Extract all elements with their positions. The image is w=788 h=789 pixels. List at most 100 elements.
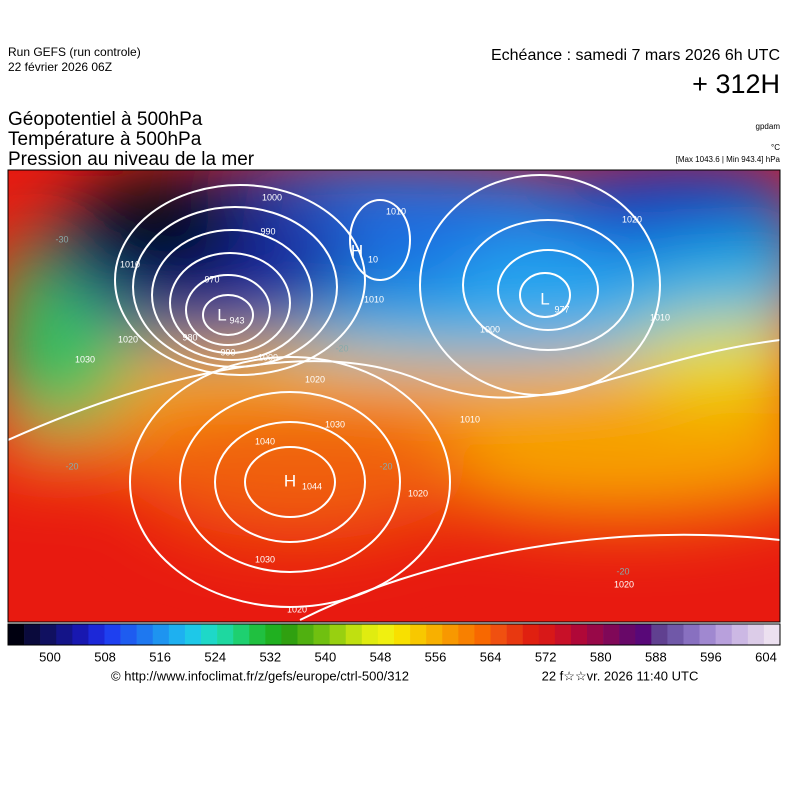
high-center: H <box>284 471 296 490</box>
unit: °C <box>771 143 780 152</box>
run-date: 22 février 2026 06Z <box>8 60 112 74</box>
colorbar-swatch <box>377 624 395 645</box>
colorbar-swatch <box>249 624 266 645</box>
colorbar-swatch <box>345 624 363 645</box>
colorbar-swatch <box>490 624 507 645</box>
colorbar-swatch <box>56 624 73 645</box>
isobar-label: 1030 <box>255 554 275 564</box>
isobar-label: 1010 <box>460 414 480 424</box>
colorbar-swatch <box>233 624 250 645</box>
colorbar-swatch <box>297 624 314 645</box>
isobar-label: 1020 <box>408 488 428 498</box>
colorbar-swatch <box>201 624 218 645</box>
colorbar-swatch <box>442 624 459 645</box>
title: Température à 500hPa <box>8 129 202 150</box>
colorbar-tick-label: 604 <box>755 649 777 664</box>
colorbar-swatch <box>619 624 636 645</box>
colorbar-swatch <box>184 624 202 645</box>
colorbar-swatch <box>747 624 765 645</box>
colorbar-swatch <box>410 624 427 645</box>
colorbar-tick-label: 516 <box>149 649 171 664</box>
colorbar-tick-label: 588 <box>645 649 667 664</box>
colorbar-swatch <box>426 624 443 645</box>
colorbar-swatch <box>538 624 556 645</box>
colorbar <box>7 623 781 646</box>
colorbar-tick-label: 564 <box>480 649 502 664</box>
title: Pression au niveau de la mer <box>8 149 255 170</box>
colorbar-swatch <box>281 624 298 645</box>
colorbar-swatch <box>136 624 154 645</box>
colorbar-swatch <box>651 624 668 645</box>
colorbar-swatch <box>120 624 137 645</box>
isobar-label: 1020 <box>305 374 325 384</box>
isobar-label: 970 <box>204 274 219 284</box>
isobar-label: 1030 <box>325 419 345 429</box>
colorbar-tick-label: 532 <box>259 649 281 664</box>
isobar-label: 1030 <box>75 354 95 364</box>
map-frame <box>7 169 781 623</box>
temperature-label: -30 <box>55 234 68 244</box>
colorbar-swatch <box>88 624 105 645</box>
colorbar-tick-label: 540 <box>315 649 337 664</box>
colorbar-tick-label: 596 <box>700 649 722 664</box>
colorbar-swatch <box>763 624 781 645</box>
isobar-label: 1020 <box>287 604 307 614</box>
colorbar-swatch <box>731 624 749 645</box>
isobar-label: 1000 <box>262 192 282 202</box>
isobar-label: 1010 <box>386 206 406 216</box>
isobar-label: 1020 <box>118 334 138 344</box>
colorbar-swatch <box>683 624 700 645</box>
colorbar-tick-label: 572 <box>535 649 557 664</box>
colorbar-tick-label: 500 <box>39 649 61 664</box>
colorbar-swatch <box>603 624 620 645</box>
footer-time: 22 f☆☆vr. 2026 11:40 UTC <box>542 668 699 683</box>
colorbar-swatch <box>570 624 588 645</box>
low-value: 977 <box>554 304 569 314</box>
colorbar-ticks: 500 508 516 524 532 540 548 556 564 572 580 588 596 6… <box>39 649 777 664</box>
isobar-label: 1010 <box>364 294 384 304</box>
colorbar-swatch <box>265 624 282 645</box>
isobar-label: 1040 <box>255 436 275 446</box>
colorbar-swatch <box>329 624 347 645</box>
colorbar-tick-label: 508 <box>94 649 116 664</box>
temperature-label: -20 <box>616 566 629 576</box>
colorbar-swatch <box>168 624 186 645</box>
colorbar-swatch <box>394 624 411 645</box>
colorbar-swatch <box>152 624 170 645</box>
colorbar-swatch <box>522 624 540 645</box>
run-label: Run GEFS (run controle) <box>8 45 141 59</box>
high-center: H <box>351 241 363 260</box>
unit: [Max 1043.6 | Min 943.4] hPa <box>676 155 781 164</box>
lead-time: + 312H <box>692 69 780 99</box>
colorbar-swatch <box>715 624 733 645</box>
colorbar-swatch <box>506 624 523 645</box>
isobar-label: 1010 <box>650 312 670 322</box>
colorbar-swatch <box>104 624 121 645</box>
colorbar-tick-label: 548 <box>370 649 392 664</box>
colorbar-swatch <box>217 624 234 645</box>
colorbar-swatch <box>667 624 684 645</box>
colorbar-swatch <box>24 624 41 645</box>
colorbar-tick-label: 524 <box>204 649 226 664</box>
isobar-label: 990 <box>260 226 275 236</box>
colorbar-swatch <box>40 624 57 645</box>
colorbar-swatch <box>474 624 491 645</box>
colorbar-tick-label: 556 <box>425 649 447 664</box>
colorbar-swatch <box>361 624 379 645</box>
temperature-label: -20 <box>379 461 392 471</box>
isobar-label: 990 <box>220 347 235 357</box>
temperature-label: -20 <box>335 343 348 353</box>
footer-url: © http://www.infoclimat.fr/z/gefs/europe… <box>111 668 409 683</box>
colorbar-swatch <box>635 624 652 645</box>
map: H 1044 L 943 L 977 H 10 1000 990 970 980… <box>8 170 780 622</box>
unit: gpdam <box>756 122 781 131</box>
high-value: 1044 <box>302 481 322 491</box>
colorbar-swatch <box>72 624 89 645</box>
colorbar-tick-label: 580 <box>590 649 612 664</box>
colorbar-swatch <box>587 624 604 645</box>
isobar-label: 1000 <box>258 352 278 362</box>
echeance: Echéance : samedi 7 mars 2026 6h UTC <box>491 47 780 64</box>
low-center: L <box>540 289 549 308</box>
